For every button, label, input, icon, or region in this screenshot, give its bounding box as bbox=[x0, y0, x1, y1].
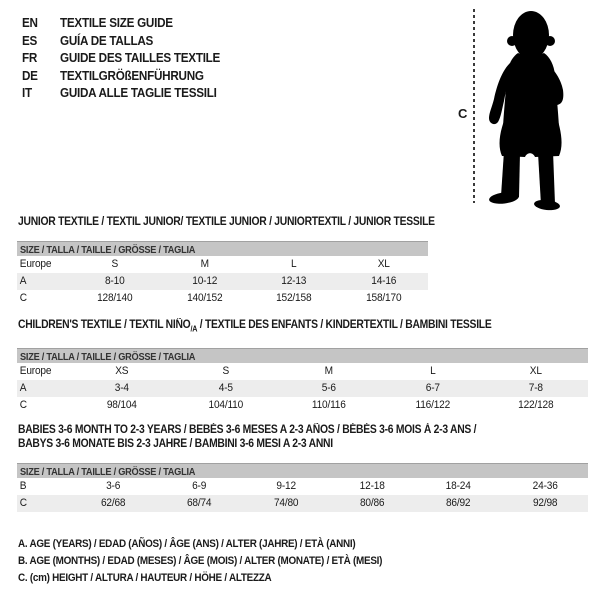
table-cell: 14-16 bbox=[370, 275, 396, 287]
babies-title-line1: BABIES 3-6 MONTH TO 2-3 YEARS / BEBÉS 3-… bbox=[18, 424, 477, 436]
children-title-post: / TEXTILE DES ENFANTS / KINDERTEXTIL / B… bbox=[197, 319, 492, 331]
table-cell: 3-6 bbox=[106, 480, 121, 492]
table-cell: 9-12 bbox=[276, 480, 296, 492]
language-title-list: EN TEXTILE SIZE GUIDE ES GUÍA DE TALLAS … bbox=[22, 14, 238, 102]
table-cell: 110/116 bbox=[312, 399, 346, 412]
table-cell: 6-9 bbox=[192, 480, 207, 492]
table-cell: L bbox=[429, 365, 436, 378]
table-cell: 12-13 bbox=[281, 275, 307, 287]
table-cell: 152/158 bbox=[276, 292, 312, 304]
lang-code: IT bbox=[22, 85, 32, 100]
table-cell: S bbox=[111, 258, 119, 270]
lang-code: EN bbox=[22, 15, 38, 30]
footnote-c: C. (cm) HEIGHT / ALTURA / HAUTEUR / HÖHE… bbox=[18, 572, 272, 584]
table-row: B 3-6 6-9 9-12 12-18 18-24 24-36 bbox=[17, 478, 588, 495]
table-cell: 80/86 bbox=[359, 497, 385, 509]
lang-label: TEXTILGRÖßENFÜHRUNG bbox=[60, 67, 204, 83]
lang-row-en: EN TEXTILE SIZE GUIDE bbox=[22, 14, 238, 32]
height-measure-label: C bbox=[458, 106, 468, 121]
table-cell: 68/74 bbox=[187, 497, 212, 509]
size-header-bar: SIZE / TALLA / TAILLE / GRÖSSE / TAGLIA bbox=[17, 463, 588, 478]
row-label: Europe bbox=[19, 365, 52, 378]
children-title-pre: CHILDREN'S TEXTILE / TEXTIL NIÑO bbox=[18, 319, 191, 331]
table-cell: 8-10 bbox=[104, 275, 125, 287]
table-cell: 10-12 bbox=[191, 275, 217, 287]
table-cell: 24-36 bbox=[532, 480, 558, 492]
table-row: Europe XS S M L XL bbox=[17, 363, 588, 380]
table-cell: 86/92 bbox=[446, 497, 471, 509]
lang-code: ES bbox=[22, 32, 38, 48]
children-table-title: CHILDREN'S TEXTILE / TEXTIL NIÑO/A / TEX… bbox=[18, 318, 531, 336]
row-label: C bbox=[19, 497, 27, 509]
table-cell: 6-7 bbox=[425, 382, 440, 395]
lang-row-it: IT GUIDA ALLE TAGLIE TESSILI bbox=[22, 84, 238, 102]
table-cell: 92/98 bbox=[532, 497, 558, 509]
table-cell: 74/80 bbox=[273, 497, 299, 509]
table-cell: 12-18 bbox=[359, 480, 385, 492]
table-cell: L bbox=[291, 258, 297, 270]
table-cell: 4-5 bbox=[218, 382, 233, 395]
table-row: Europe S M L XL bbox=[17, 256, 428, 273]
row-label: B bbox=[19, 480, 27, 492]
table-cell: 140/152 bbox=[186, 292, 222, 304]
lang-row-de: DE TEXTILGRÖßENFÜHRUNG bbox=[22, 67, 238, 85]
table-cell: 122/128 bbox=[518, 399, 554, 412]
table-cell: 5-6 bbox=[321, 382, 337, 395]
table-cell: 98/104 bbox=[106, 399, 137, 412]
table-cell: 62/68 bbox=[100, 497, 126, 509]
size-header-text: SIZE / TALLA / TAILLE / GRÖSSE / TAGLIA bbox=[20, 466, 196, 478]
lang-row-es: ES GUÍA DE TALLAS bbox=[22, 32, 238, 50]
table-row: A 8-10 10-12 12-13 14-16 bbox=[17, 273, 428, 290]
table-cell: XL bbox=[377, 258, 390, 270]
table-row: C 62/68 68/74 74/80 80/86 86/92 92/98 bbox=[17, 495, 588, 512]
junior-table-rows: Europe S M L XL A 8-10 10-12 12-13 14-16 C 128/140 1… bbox=[17, 256, 428, 307]
lang-label: GUIDA ALLE TAGLIE TESSILI bbox=[60, 85, 217, 100]
babies-table-rows: B 3-6 6-9 9-12 12-18 18-24 24-36 C 62/68 68/74 74/… bbox=[17, 478, 588, 512]
baby-silhouette bbox=[489, 11, 564, 211]
size-header-text: SIZE / TALLA / TAILLE / GRÖSSE / TAGLIA bbox=[20, 244, 196, 256]
table-cell: 128/140 bbox=[97, 292, 133, 304]
row-label: C bbox=[19, 399, 27, 412]
table-cell: 158/170 bbox=[365, 292, 401, 304]
table-row: C 128/140 140/152 152/158 158/170 bbox=[17, 290, 428, 307]
junior-table-title: JUNIOR TEXTILE / TEXTIL JUNIOR/ TEXTILE … bbox=[18, 216, 435, 228]
footnotes: A. AGE (YEARS) / EDAD (AÑOS) / ÂGE (ANS)… bbox=[18, 536, 423, 587]
size-header-bar: SIZE / TALLA / TAILLE / GRÖSSE / TAGLIA bbox=[17, 348, 588, 364]
size-header-text: SIZE / TALLA / TAILLE / GRÖSSE / TAGLIA bbox=[20, 351, 196, 364]
lang-row-fr: FR GUIDE DES TAILLES TEXTILE bbox=[22, 49, 238, 67]
table-cell: S bbox=[222, 365, 229, 378]
junior-size-table: JUNIOR TEXTILE / TEXTIL JUNIOR/ TEXTILE … bbox=[17, 215, 435, 307]
height-measure-line bbox=[473, 9, 475, 203]
size-header-bar: SIZE / TALLA / TAILLE / GRÖSSE / TAGLIA bbox=[17, 241, 428, 256]
lang-code: FR bbox=[22, 50, 38, 65]
table-cell: 104/110 bbox=[208, 399, 243, 412]
lang-label: GUIDE DES TAILLES TEXTILE bbox=[60, 50, 221, 65]
table-row: A 3-4 4-5 5-6 6-7 7-8 bbox=[17, 380, 588, 398]
children-title-sub: /A bbox=[190, 324, 198, 334]
row-label: C bbox=[19, 292, 27, 304]
lang-code: DE bbox=[22, 67, 38, 83]
footnote-b: B. AGE (MONTHS) / EDAD (MESES) / ÂGE (MO… bbox=[18, 555, 383, 567]
table-row: C 98/104 104/110 110/116 116/122 122/128 bbox=[17, 397, 588, 414]
table-cell: XS bbox=[115, 365, 129, 378]
table-cell: M bbox=[324, 365, 334, 378]
babies-title-line2: BABYS 3-6 MONATE BIS 2-3 JAHRE / BAMBINI… bbox=[18, 438, 333, 450]
lang-label: GUÍA DE TALLAS bbox=[60, 32, 154, 48]
table-cell: 3-4 bbox=[114, 382, 129, 395]
babies-table-title: BABIES 3-6 MONTH TO 2-3 YEARS / BEBÉS 3-… bbox=[18, 423, 531, 451]
lang-label: TEXTILE SIZE GUIDE bbox=[60, 15, 173, 30]
children-size-table: CHILDREN'S TEXTILE / TEXTIL NIÑO/A / TEX… bbox=[17, 318, 588, 414]
children-table-rows: Europe XS S M L XL A 3-4 4-5 5-6 6-7 7-8 C 98/104 104/… bbox=[17, 363, 588, 414]
footnote-a: A. AGE (YEARS) / EDAD (AÑOS) / ÂGE (ANS)… bbox=[18, 538, 356, 550]
row-label: Europe bbox=[19, 258, 52, 270]
row-label: A bbox=[19, 382, 27, 395]
table-cell: M bbox=[200, 258, 209, 270]
table-cell: 18-24 bbox=[445, 480, 471, 492]
row-label: A bbox=[19, 275, 27, 287]
babies-size-table: BABIES 3-6 MONTH TO 2-3 YEARS / BEBÉS 3-… bbox=[17, 423, 588, 512]
table-cell: 116/122 bbox=[415, 399, 450, 412]
table-cell: 7-8 bbox=[529, 382, 544, 395]
table-cell: XL bbox=[530, 365, 543, 378]
